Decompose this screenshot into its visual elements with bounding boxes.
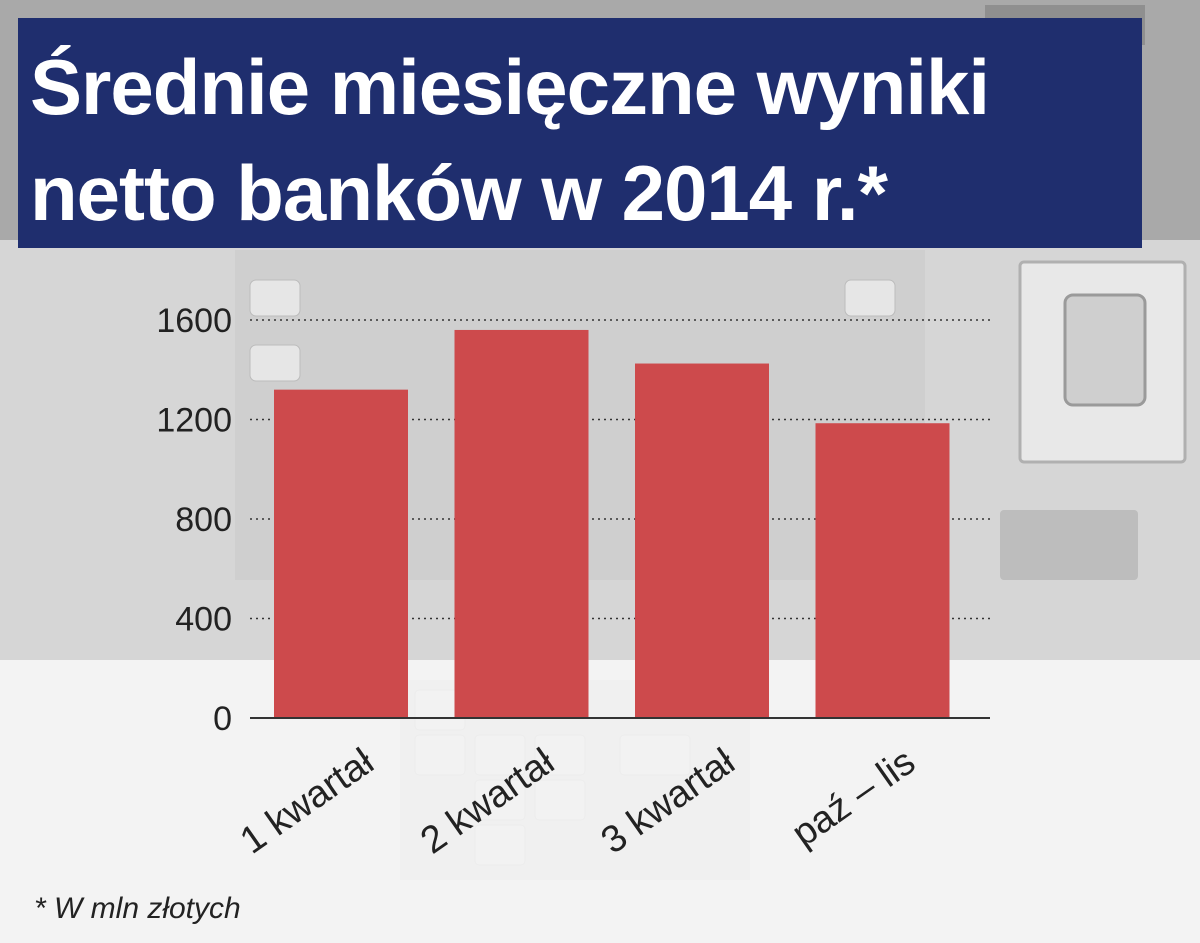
x-category-label: 1 kwartał bbox=[233, 740, 382, 862]
x-category-label: 3 kwartał bbox=[594, 740, 743, 862]
chart-title-line-1: Średnie miesięczne wyniki bbox=[30, 43, 990, 131]
x-category-label: paź – lis bbox=[785, 741, 923, 855]
bar bbox=[815, 423, 950, 718]
footnote: * W mln złotych bbox=[34, 892, 241, 925]
bar bbox=[454, 329, 589, 718]
x-axis-labels: 1 kwartał 2 kwartał 3 kwartał paź – lis bbox=[233, 740, 923, 862]
y-tick-label: 0 bbox=[213, 700, 232, 738]
title-banner: Średnie miesięczne wyniki netto banków w… bbox=[18, 18, 1142, 248]
y-tick-label: 1600 bbox=[156, 302, 232, 340]
y-tick-label: 800 bbox=[175, 501, 232, 539]
bar bbox=[635, 363, 769, 718]
bars bbox=[274, 329, 950, 718]
y-tick-label: 1200 bbox=[156, 402, 232, 440]
y-axis-ticks: 0 400 800 1200 1600 bbox=[156, 302, 232, 738]
chart-title-line-2: netto banków w 2014 r.* bbox=[30, 149, 888, 237]
bar bbox=[274, 389, 408, 718]
y-tick-label: 400 bbox=[175, 601, 232, 639]
x-category-label: 2 kwartał bbox=[413, 740, 562, 862]
